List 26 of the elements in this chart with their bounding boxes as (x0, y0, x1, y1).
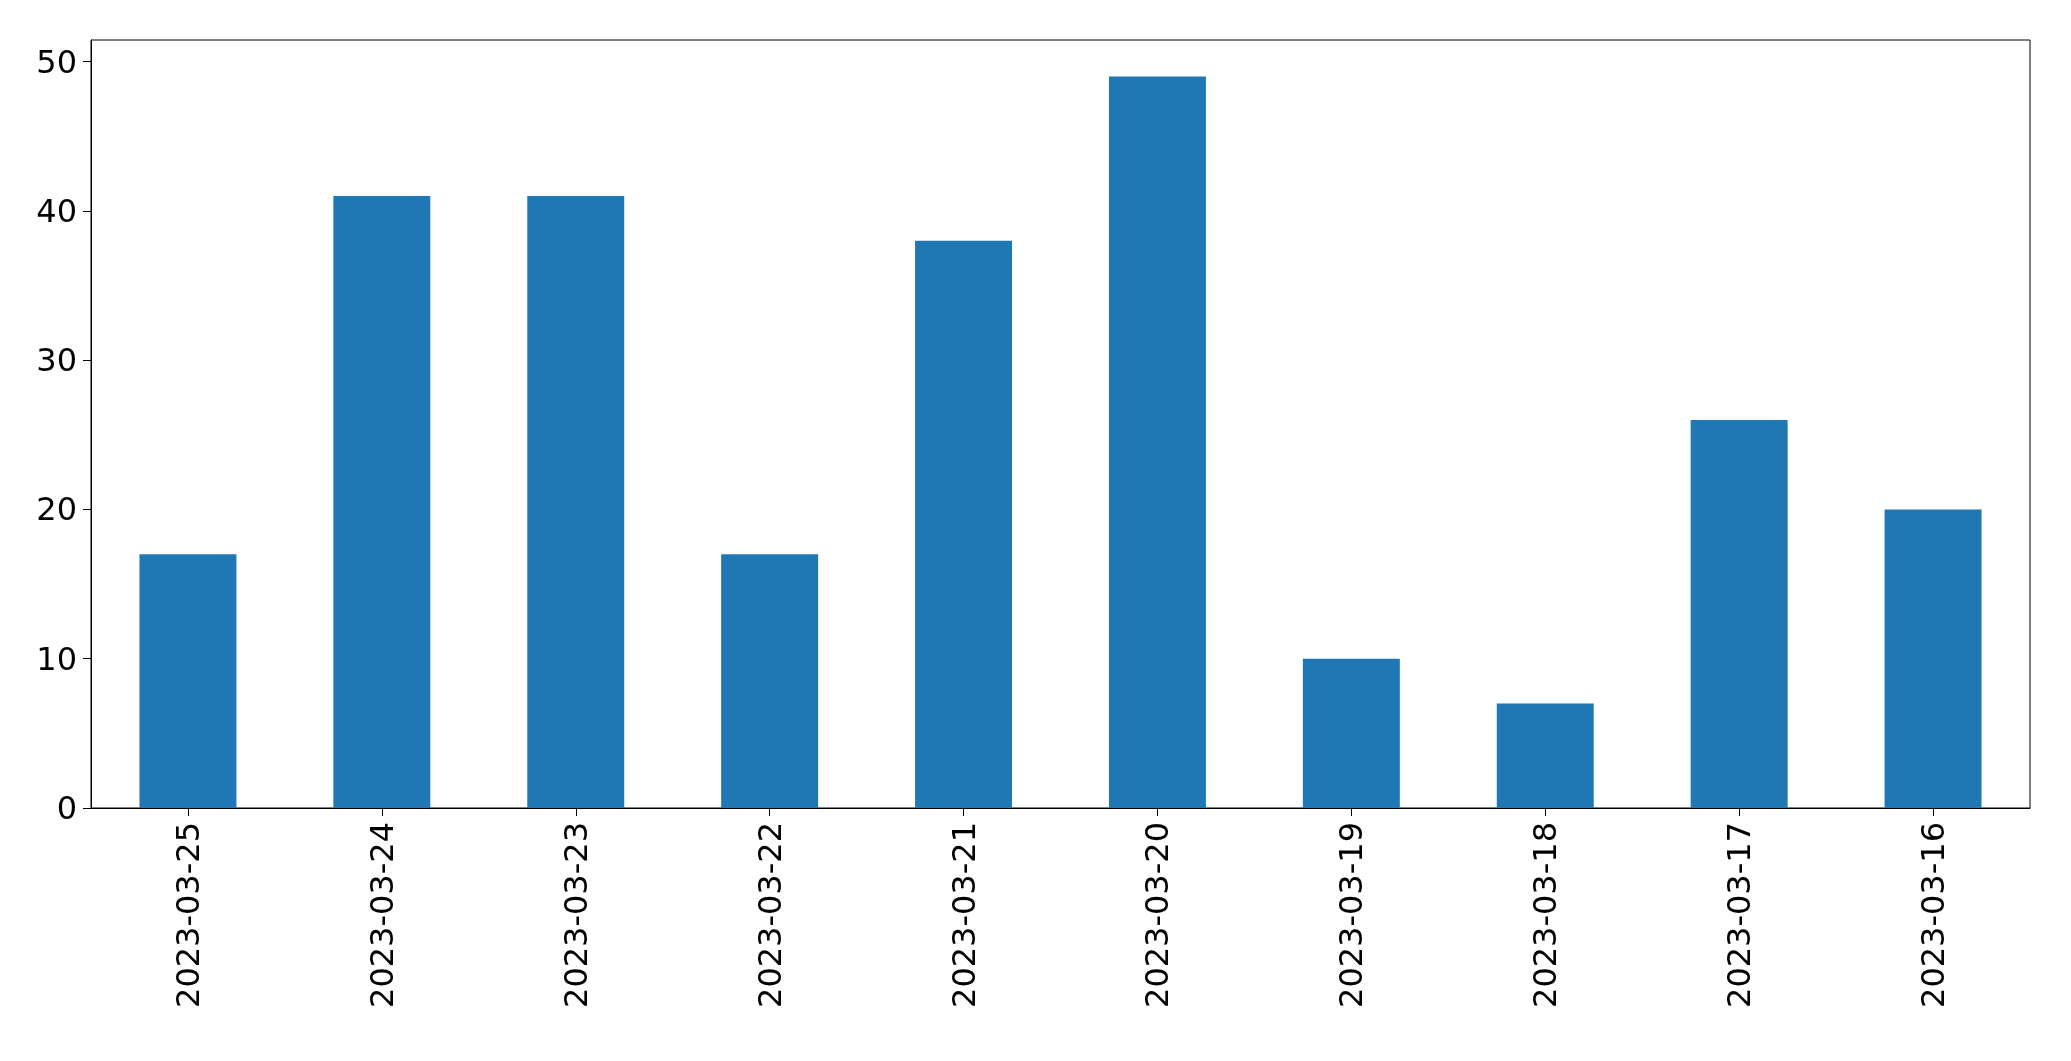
x-tick-label: 2023-03-17 (1720, 822, 1759, 1008)
bar (333, 195, 431, 808)
x-tick-label: 2023-03-21 (944, 822, 983, 1008)
x-tick-label: 2023-03-22 (750, 822, 789, 1008)
bar (1884, 509, 1982, 808)
x-tick-label: 2023-03-16 (1914, 822, 1953, 1008)
x-tick-label: 2023-03-18 (1526, 822, 1565, 1008)
y-tick-label: 50 (36, 42, 77, 81)
x-tick-label: 2023-03-24 (362, 822, 401, 1008)
y-tick-label: 20 (36, 490, 77, 529)
bar (139, 554, 237, 808)
bar (527, 195, 625, 808)
bar (915, 240, 1013, 808)
y-tick-label: 40 (36, 191, 77, 230)
y-tick-label: 30 (36, 341, 77, 380)
y-tick-label: 10 (36, 639, 77, 678)
x-tick-label: 2023-03-23 (556, 822, 595, 1008)
bar (1108, 76, 1206, 808)
y-tick-label: 0 (56, 789, 77, 827)
bar (1496, 703, 1594, 808)
bar (1690, 419, 1788, 808)
bar (1302, 658, 1400, 808)
x-tick-label: 2023-03-25 (168, 822, 207, 1008)
x-tick-label: 2023-03-19 (1332, 822, 1371, 1008)
x-tick-label: 2023-03-20 (1138, 822, 1177, 1008)
bar (721, 554, 819, 808)
